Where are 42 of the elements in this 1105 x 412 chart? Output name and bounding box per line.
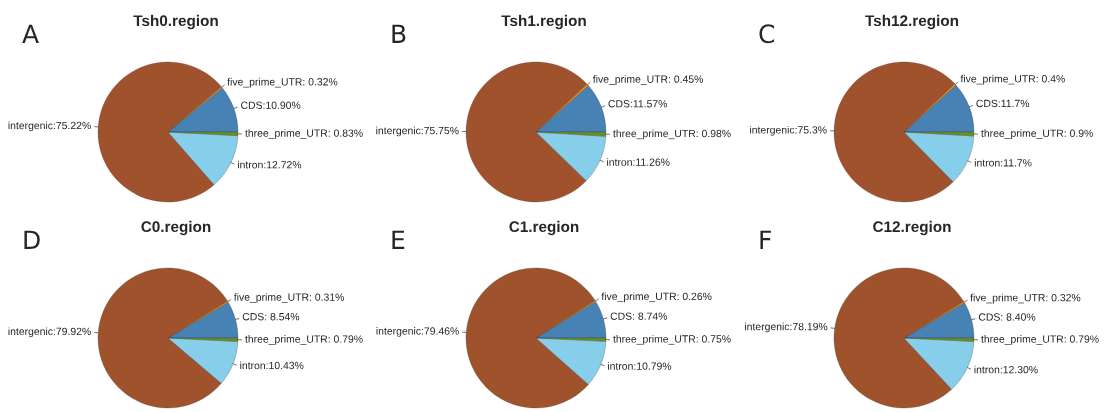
text: A	[22, 24, 39, 43]
slice-label: three_prime_UTR: 0.83%	[245, 129, 363, 139]
slice-label: intron:11.26%	[607, 158, 670, 166]
slice-label: five_prime_UTR: 0.26%	[601, 292, 712, 303]
slice-label: intergenic:75.75%	[376, 126, 459, 137]
slice-label: intergenic:75.22%	[8, 121, 91, 132]
chart-title: Tsh12.region	[865, 14, 959, 30]
slice-label: CDS: 8.40%	[978, 313, 1036, 321]
text: C	[759, 24, 775, 44]
chart-title: Tsh0.region	[133, 14, 218, 30]
slice-label: CDS: 8.74%	[610, 312, 668, 320]
chart-title: C0.region	[141, 220, 211, 236]
slice-label: three_prime_UTR: 0.9%	[981, 129, 1093, 140]
slice-label: three_prime_UTR: 0.79%	[981, 335, 1099, 345]
slice-label: intergenic:79.46%	[376, 327, 459, 337]
chart-title: C1.region	[509, 220, 579, 236]
slice-label: CDS:10.90%	[241, 101, 301, 109]
slice-label: CDS:11.57%	[608, 100, 668, 108]
slice-label: five_prime_UTR: 0.31%	[233, 293, 344, 303]
slice-label: three_prime_UTR: 0.75%	[613, 334, 731, 345]
text: D	[24, 230, 40, 249]
slice-label: CDS:11.7%	[976, 99, 1030, 108]
chart-title: C12.region	[873, 220, 951, 236]
slice-label: intergenic:78.19%	[745, 322, 828, 333]
slice-label: intron:12.72%	[237, 160, 302, 169]
text: F	[760, 230, 771, 249]
slice-label: intron:10.79%	[608, 362, 672, 370]
slice-label: intron:10.43%	[240, 361, 304, 370]
text: E	[392, 230, 405, 249]
chart-title: Tsh1.region	[501, 14, 586, 30]
slice-label: intron:12.30%	[974, 365, 1038, 374]
slice-label: intergenic:75.3%	[750, 125, 827, 136]
slice-label: intergenic:79.92%	[8, 327, 91, 338]
slice-label: CDS: 8.54%	[242, 313, 300, 321]
slice-label: five_prime_UTR: 0.45%	[592, 75, 704, 85]
slice-label: five_prime_UTR: 0.32%	[227, 77, 338, 88]
slice-label: five_prime_UTR: 0.32%	[970, 293, 1081, 304]
slice-label: intron:11.7%	[974, 158, 1032, 167]
text: B	[392, 24, 406, 43]
slice-label: three_prime_UTR: 0.79%	[245, 335, 363, 345]
slice-label: three_prime_UTR: 0.98%	[613, 129, 731, 140]
slice-label: five_prime_UTR: 0.4%	[960, 74, 1065, 85]
